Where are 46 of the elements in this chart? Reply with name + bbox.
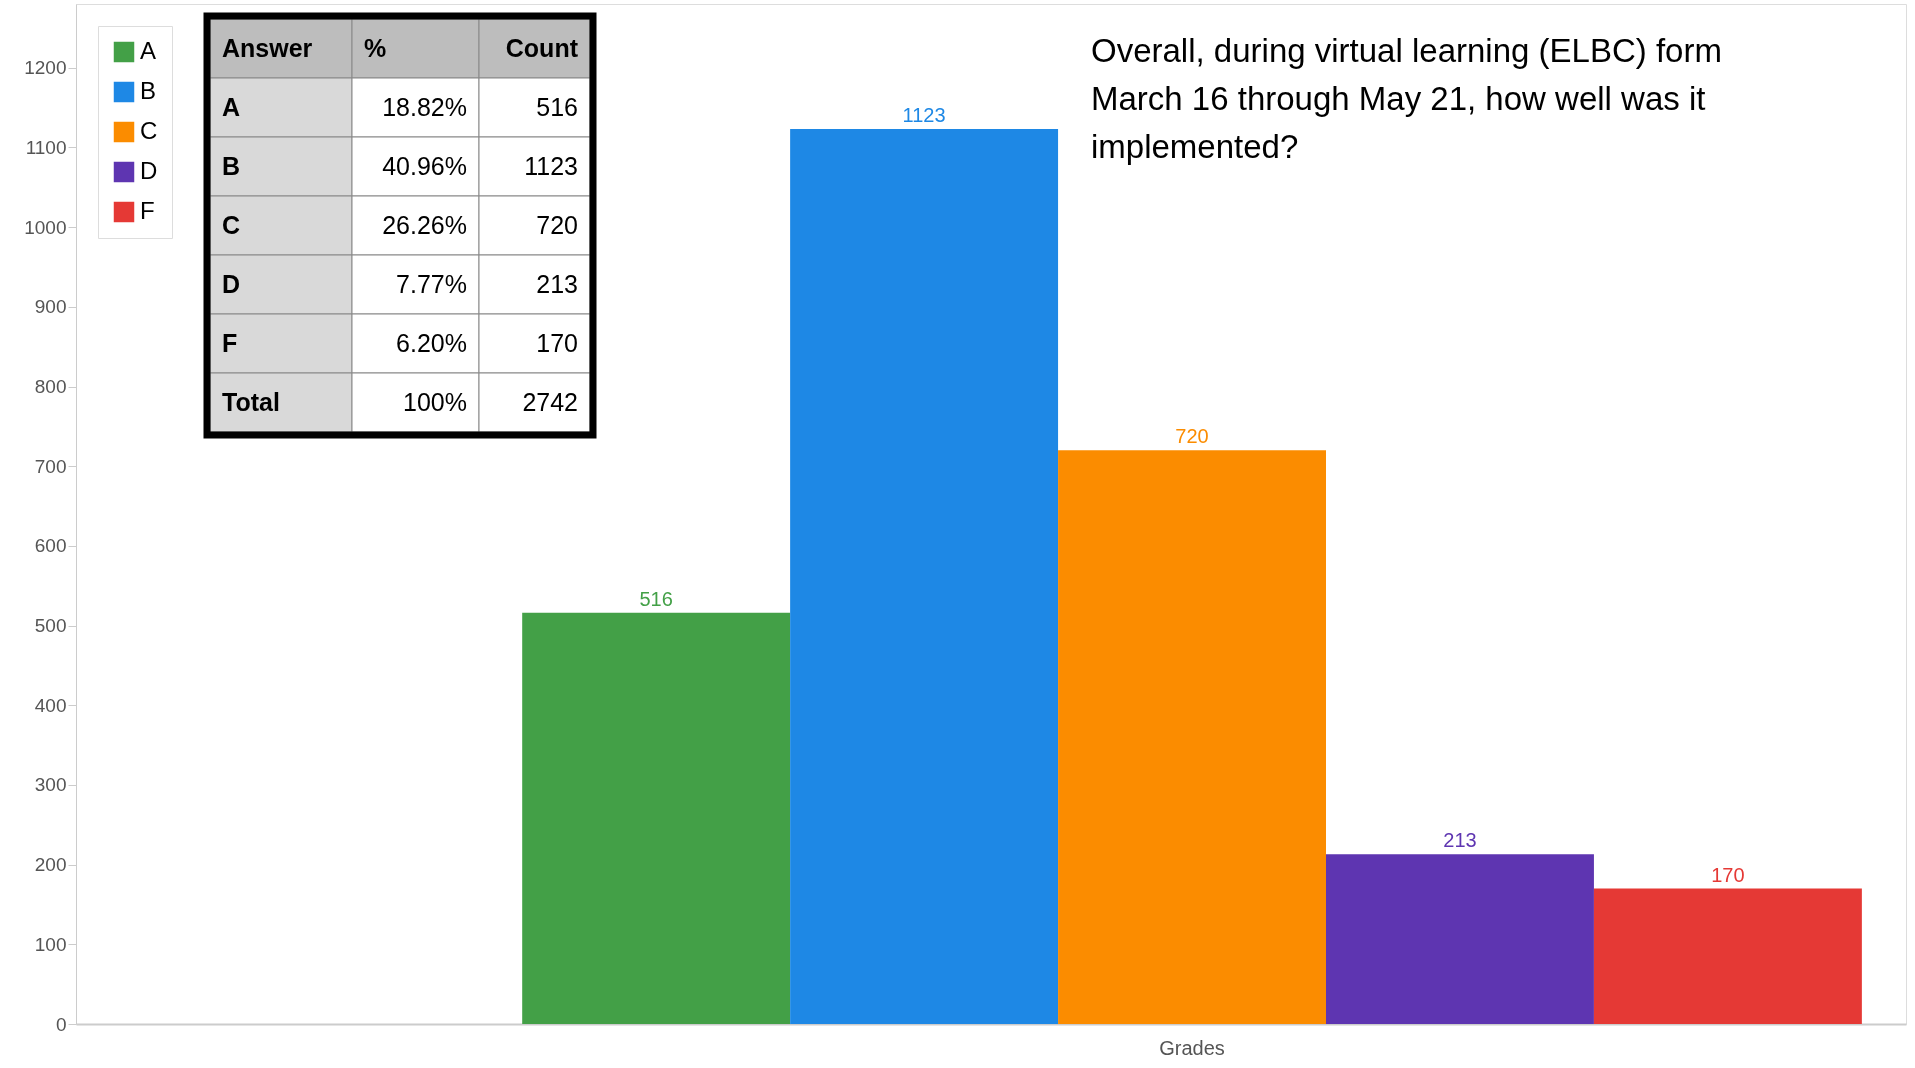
legend-label: F xyxy=(140,197,155,224)
legend-label: A xyxy=(140,37,157,64)
data-label: 1123 xyxy=(902,104,946,127)
y-tick-label: 400 xyxy=(34,694,67,716)
annotation: 6.20% xyxy=(396,328,467,357)
y-tick-label: 800 xyxy=(34,376,67,397)
data-label: 720 xyxy=(1175,425,1209,448)
data-label: 213 xyxy=(1443,829,1477,852)
annotation: 7.77% xyxy=(396,269,467,298)
annotation: 40.96% xyxy=(382,151,467,180)
y-tick-label: 200 xyxy=(34,854,67,876)
annotation: 516 xyxy=(536,92,578,121)
annotation: D xyxy=(222,269,241,298)
legend-label: B xyxy=(140,77,157,104)
y-tick-label: 100 xyxy=(34,933,67,955)
annotation: Count xyxy=(505,33,579,62)
annotation: 170 xyxy=(536,328,578,357)
annotation: 2742 xyxy=(522,387,578,416)
y-tick-label: 600 xyxy=(34,535,67,557)
annotation: C xyxy=(222,210,241,239)
annotation: 18.82% xyxy=(382,92,467,121)
legend-label: D xyxy=(140,157,158,184)
annotation: Answer xyxy=(222,33,313,62)
annotation: 100% xyxy=(403,387,467,416)
annotation: 26.26% xyxy=(382,210,467,239)
y-tick-label: 0 xyxy=(55,1013,67,1035)
annotation: F xyxy=(222,328,238,357)
y-tick-label: 500 xyxy=(34,615,67,637)
y-tick-label: 900 xyxy=(34,296,67,318)
annotation: % xyxy=(364,33,387,62)
annotation: B xyxy=(222,151,241,180)
x-tick-label: Grades xyxy=(1159,1036,1225,1059)
y-tick-label: 1100 xyxy=(25,136,67,158)
annotation: 720 xyxy=(536,210,578,239)
legend-label: C xyxy=(140,117,158,144)
annotation: 1123 xyxy=(524,151,578,180)
data-label: 516 xyxy=(639,587,673,610)
y-tick-label: 1200 xyxy=(24,57,67,79)
annotation: 213 xyxy=(536,269,578,298)
annotation: A xyxy=(222,92,241,121)
y-tick-label: 300 xyxy=(34,774,67,796)
text: Overall, during virtual learning (ELBC) form March 16 through May 21, how well was it implemented? xyxy=(1091,32,1722,165)
data-label: 170 xyxy=(1711,863,1745,886)
annotation: Total xyxy=(222,387,280,416)
y-tick-label: 1000 xyxy=(24,216,67,238)
y-tick-label: 700 xyxy=(34,455,67,477)
